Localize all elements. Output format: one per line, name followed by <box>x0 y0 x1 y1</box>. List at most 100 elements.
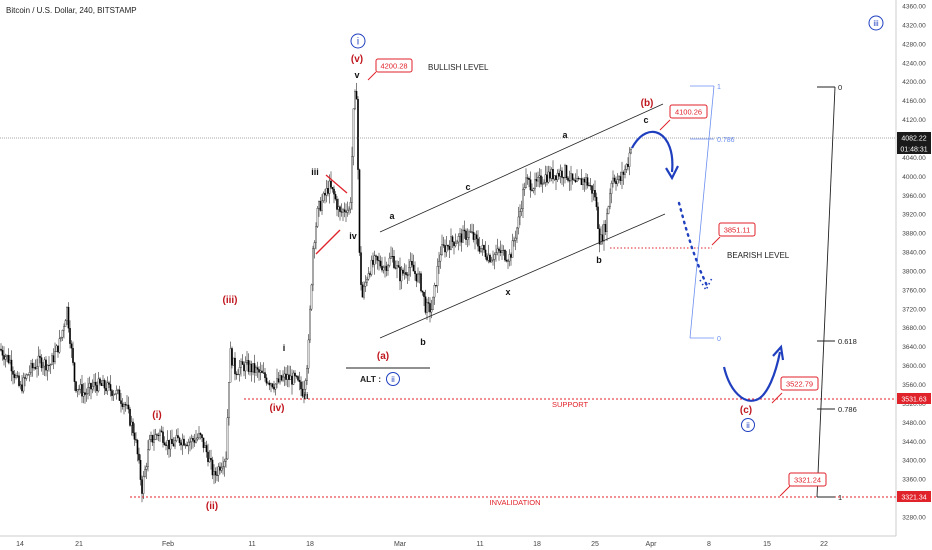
candle-body-164 <box>246 360 248 363</box>
time-label-3: 11 <box>248 541 255 548</box>
candle-body-58 <box>87 387 89 394</box>
candle-body-169 <box>253 363 256 373</box>
candle-body-238 <box>357 98 359 170</box>
candle-body-45 <box>67 306 70 329</box>
candle-body-377 <box>565 165 568 179</box>
candle-body-373 <box>559 170 562 177</box>
candle-body-239 <box>358 169 361 253</box>
time-label-10: 8 <box>707 541 711 548</box>
candle-body-79 <box>118 389 121 401</box>
candle-body-323 <box>484 249 487 257</box>
candle-body-195 <box>292 372 295 385</box>
candle-body-308 <box>462 229 464 243</box>
invalidation-price-label: 3321.34 <box>901 495 926 502</box>
letter-b2-label: b <box>596 255 602 265</box>
candle-body-30 <box>45 359 47 371</box>
small-ii-label: ii <box>303 391 308 401</box>
price-tick-15: 3760.00 <box>902 287 926 294</box>
fib-large-bottom-label: 1 <box>838 493 842 502</box>
candle-body-160 <box>240 361 242 368</box>
wave-i-label: (i) <box>152 410 161 421</box>
candle-body-89 <box>133 432 136 440</box>
candle-body-191 <box>286 374 289 380</box>
small-iii-label: iii <box>311 167 319 177</box>
candle-body-66 <box>99 378 101 384</box>
candle-body-69 <box>103 380 106 389</box>
candle-body-353 <box>529 179 532 191</box>
candle-body-212 <box>318 201 320 209</box>
candle-body-93 <box>139 460 142 480</box>
candle-body-255 <box>382 267 385 271</box>
svg-text:iii: iii <box>873 19 879 28</box>
candle-body-19 <box>28 372 31 375</box>
candle-body-236 <box>354 91 356 109</box>
candle-body-402 <box>603 224 605 242</box>
candle-body-47 <box>70 343 73 349</box>
candle-body-112 <box>168 440 170 450</box>
candle-body-24 <box>36 366 38 369</box>
candle-body-280 <box>420 273 422 292</box>
candle-body-148 <box>222 466 224 469</box>
candle-body-387 <box>580 178 583 186</box>
price-tick-2: 4280.00 <box>902 41 926 48</box>
candle-body-314 <box>471 231 473 233</box>
candle-body-85 <box>127 404 130 410</box>
candle-body-291 <box>436 266 439 286</box>
candle-body-418 <box>627 163 629 167</box>
candle-body-341 <box>511 240 514 258</box>
chart-title: Bitcoin / U.S. Dollar, 240, BITSTAMP <box>6 6 137 15</box>
candle-body-231 <box>346 209 349 213</box>
candle-body-313 <box>469 231 472 233</box>
time-label-11: 15 <box>763 541 771 548</box>
candle-body-241 <box>361 284 364 298</box>
candle-body-266 <box>399 266 401 282</box>
candle-body-288 <box>432 296 434 310</box>
candle-body-392 <box>588 185 590 187</box>
candle-body-303 <box>454 243 457 247</box>
candle-body-107 <box>160 430 163 433</box>
candle-body-122 <box>183 438 185 446</box>
candle-body-146 <box>219 466 221 471</box>
candle-body-23 <box>34 367 37 369</box>
candle-body-295 <box>442 244 445 246</box>
candle-body-331 <box>496 248 499 253</box>
candle-body-60 <box>90 383 92 390</box>
candle-body-310 <box>465 230 467 240</box>
candle-body-133 <box>199 433 202 435</box>
wave-i-circle: i <box>350 33 366 49</box>
small-iv-label: iv <box>349 231 357 241</box>
countdown-label: 01:48:31 <box>900 147 927 154</box>
bearish-box-label: 3851.11 <box>724 226 751 235</box>
price-tick-3: 4240.00 <box>902 60 926 67</box>
candle-body-78 <box>117 389 119 391</box>
candle-body-370 <box>555 175 557 181</box>
candle-body-234 <box>351 156 353 203</box>
candle-body-375 <box>562 177 565 179</box>
price-axis[interactable] <box>896 0 932 550</box>
candle-body-50 <box>75 381 77 392</box>
candle-body-286 <box>429 303 431 313</box>
candle-body-346 <box>519 211 521 218</box>
candle-body-246 <box>369 273 371 275</box>
time-label-2: Feb <box>162 541 174 548</box>
candle-body-147 <box>220 467 223 471</box>
candle-body-208 <box>312 248 314 286</box>
dotted-projection <box>677 201 710 290</box>
candle-body-298 <box>447 245 449 247</box>
countdown-tag <box>897 143 931 154</box>
price-tick-19: 3600.00 <box>902 363 926 370</box>
candle-body-188 <box>282 376 284 381</box>
candle-body-279 <box>418 273 421 275</box>
candle-body-293 <box>439 254 442 262</box>
candle-body-129 <box>193 440 196 443</box>
price-tick-23: 3440.00 <box>902 439 926 446</box>
candle-body-354 <box>531 189 533 191</box>
alt-label: ALT : <box>360 374 381 384</box>
fib-large: 0 0.618 0.786 1 <box>816 83 857 502</box>
candle-body-105 <box>157 434 160 436</box>
candle-body-198 <box>297 376 299 381</box>
candle-body-283 <box>424 296 427 313</box>
candle-body-56 <box>84 392 86 395</box>
candle-body-209 <box>313 242 316 249</box>
